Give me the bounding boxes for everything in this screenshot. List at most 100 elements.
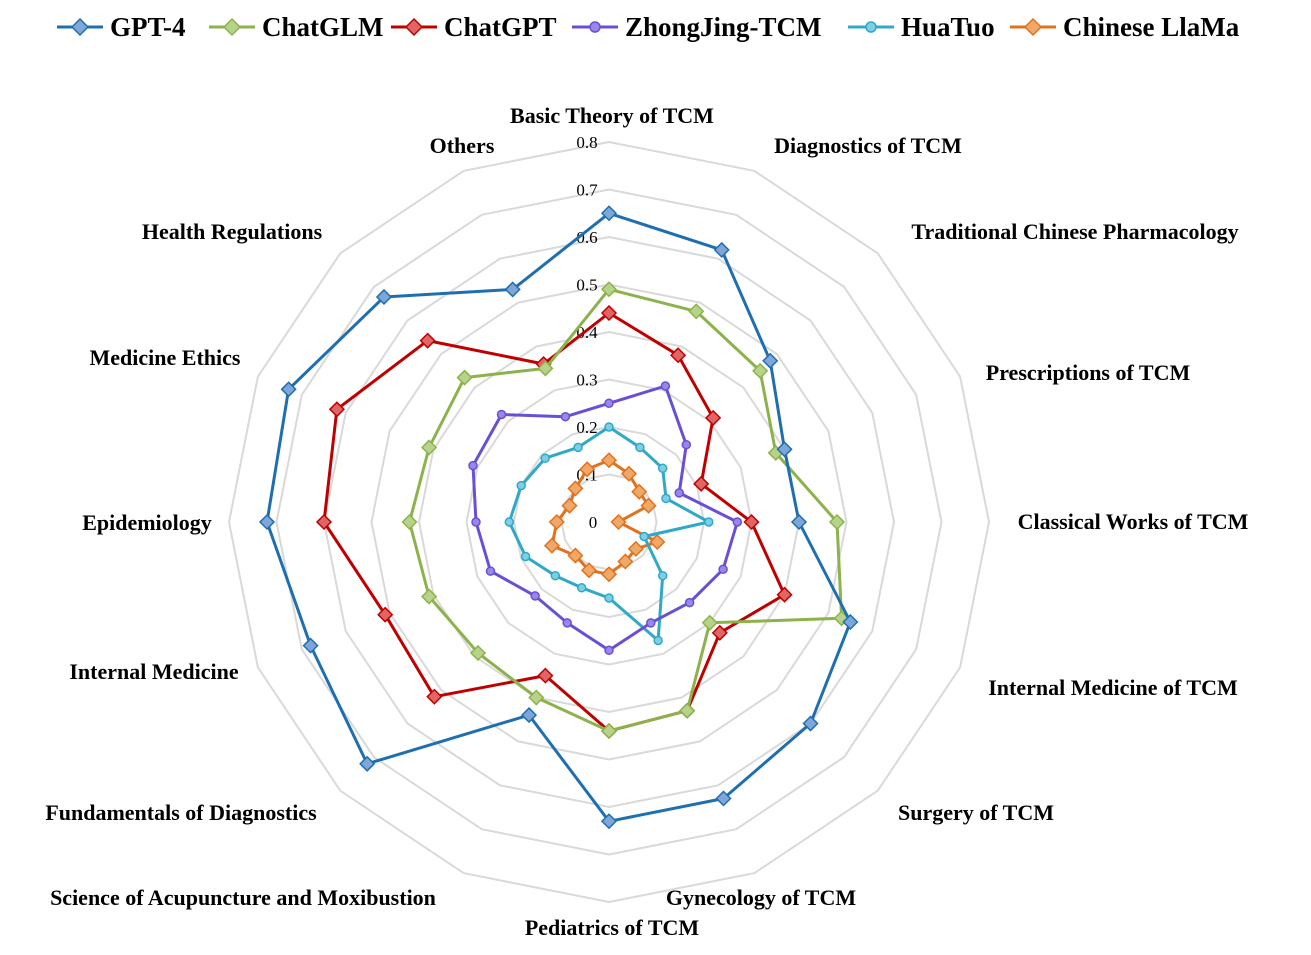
data-point — [377, 606, 394, 623]
data-point — [456, 369, 473, 386]
radar-grid — [227, 140, 991, 904]
data-point — [657, 463, 668, 474]
data-point — [718, 564, 728, 575]
data-point — [600, 304, 618, 322]
category-label: Prescriptions of TCM — [986, 360, 1191, 385]
data-point — [842, 613, 859, 631]
data-point — [548, 513, 565, 531]
data-point — [610, 513, 627, 531]
data-point — [537, 667, 554, 684]
data-point — [776, 441, 793, 458]
data-point — [516, 480, 526, 491]
legend-label: ChatGPT — [444, 12, 557, 42]
category-label: Basic Theory of TCM — [510, 103, 714, 128]
legend-marker — [404, 17, 424, 37]
data-point — [471, 517, 481, 527]
data-point — [567, 547, 584, 564]
data-point — [580, 562, 598, 579]
data-point — [790, 513, 808, 531]
data-point — [600, 281, 618, 298]
series-gpt-4 — [258, 205, 859, 830]
grid-ring — [512, 425, 706, 619]
data-point — [701, 614, 718, 631]
category-label: Traditional Chinese Pharmacology — [911, 219, 1238, 244]
tick-label: 0.5 — [576, 276, 597, 295]
legend-label: Chinese LlaMa — [1063, 12, 1240, 42]
data-point — [600, 813, 618, 830]
legend-label: HuaTuo — [901, 12, 995, 42]
data-point — [649, 533, 666, 551]
legend-label: ZhongJing-TCM — [625, 12, 822, 42]
data-point — [359, 755, 376, 772]
data-point — [530, 591, 540, 601]
data-point — [315, 513, 333, 531]
legend-marker — [222, 17, 242, 37]
legend-item: ChatGLM — [209, 12, 384, 42]
tick-label: 0.6 — [576, 228, 597, 247]
data-point — [258, 513, 276, 531]
data-point — [653, 635, 663, 646]
data-point — [661, 493, 671, 504]
tick-label: 0 — [589, 513, 598, 532]
category-label: Science of Acupuncture and Moxibustion — [50, 885, 436, 910]
data-point — [426, 688, 443, 705]
data-point — [419, 332, 436, 349]
category-label: Pediatrics of TCM — [525, 915, 700, 940]
category-label: Internal Medicine — [69, 659, 238, 684]
legend-item: HuaTuo — [848, 12, 995, 42]
data-point — [679, 702, 696, 719]
data-point — [604, 645, 614, 656]
data-point — [620, 465, 638, 482]
data-point — [520, 551, 531, 562]
tick-label: 0.7 — [576, 181, 598, 200]
data-point — [732, 517, 743, 527]
data-point — [670, 347, 687, 364]
data-point — [421, 588, 438, 605]
data-point — [280, 381, 297, 398]
tick-label: 0.2 — [576, 418, 597, 437]
category-label: Diagnostics of TCM — [774, 133, 962, 158]
data-point — [576, 583, 587, 593]
data-point — [302, 637, 319, 654]
category-label: Fundamentals of Diagnostics — [45, 800, 317, 825]
data-point — [328, 401, 345, 418]
data-point — [485, 566, 496, 576]
legend-item: GPT-4 — [57, 12, 186, 42]
data-point — [657, 570, 668, 581]
data-point — [704, 517, 714, 527]
legend-item: ChatGPT — [391, 12, 557, 42]
series-chinese-llama — [543, 452, 666, 583]
data-point — [646, 618, 656, 628]
category-label: Surgery of TCM — [898, 800, 1054, 825]
data-point — [635, 442, 645, 453]
series-zhongjing-tcm — [468, 381, 743, 656]
data-point — [627, 540, 644, 557]
data-point — [600, 205, 618, 222]
category-label: Classical Works of TCM — [1018, 509, 1249, 534]
data-point — [693, 475, 710, 492]
data-point — [496, 409, 507, 420]
tick-label: 0.8 — [576, 133, 597, 152]
data-point — [743, 513, 760, 531]
data-point — [600, 722, 618, 740]
category-label: Others — [430, 133, 495, 158]
data-point — [504, 281, 521, 298]
category-label: Medicine Ethics — [90, 345, 241, 370]
tick-label: 0.4 — [576, 323, 598, 342]
data-point — [520, 707, 538, 724]
grid-ring — [465, 378, 753, 666]
data-point — [617, 553, 634, 570]
data-point — [469, 644, 487, 662]
data-point — [660, 381, 671, 391]
category-label: Epidemiology — [82, 510, 212, 535]
legend: GPT-4 ChatGLM ChatGPT ZhongJing-TCM HuaTuo Ch… — [57, 12, 1240, 42]
data-point — [631, 483, 648, 500]
data-point — [560, 411, 571, 422]
data-point — [705, 409, 722, 426]
data-point — [540, 453, 550, 463]
data-point — [640, 497, 657, 514]
data-point — [684, 597, 695, 608]
data-point — [600, 452, 618, 469]
data-point — [604, 422, 614, 432]
